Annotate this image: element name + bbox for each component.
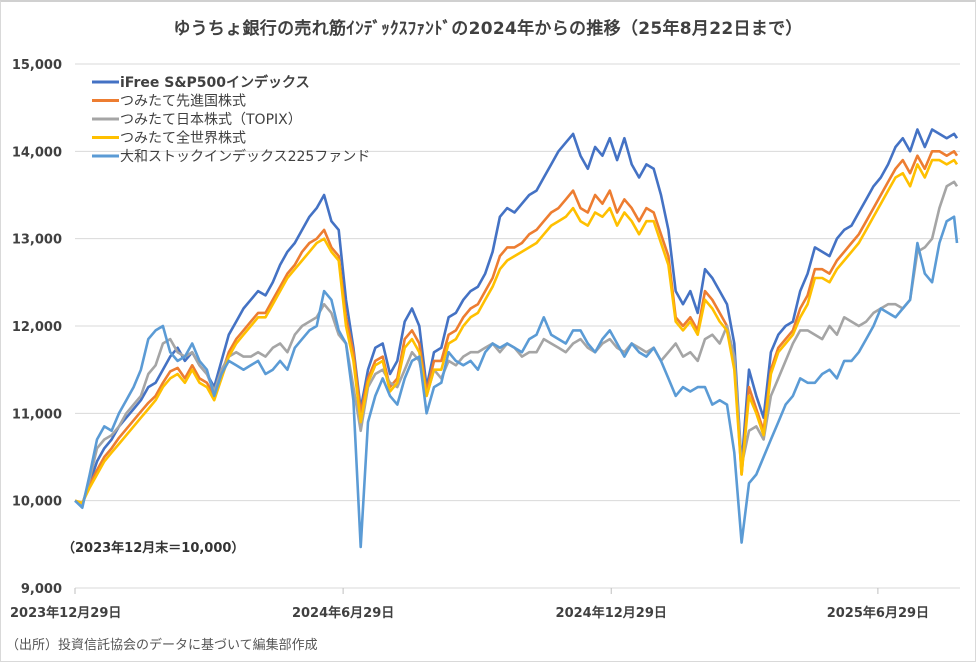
legend-label: つみたて日本株式（TOPIX） [120,112,302,128]
legend-label: つみたて全世界株式 [120,130,246,147]
chart-title: ゆうちょ銀行の売れ筋ｲﾝﾃﾞｯｸｽﾌｧﾝﾄﾞの2024年からの推移（25年8月2… [173,19,803,39]
legend-label: 大和ストックインデックス225ファンド [120,148,370,165]
series-line [74,128,959,506]
x-tick-label: 2025年6月29日 [827,605,929,621]
x-tick-label: 2024年6月29日 [292,605,394,621]
x-axis: 2023年12月29日 2024年6月29日 2024年12月29日 2025年6月2… [10,588,929,621]
legend: iFree S&P500インデックスつみたて先進国株式つみたて日本株式（TOPI… [92,74,370,165]
baseline-annotation: （2023年12月末＝10,000） [62,541,245,556]
series-lines [74,128,959,549]
x-tick-label: 2024年12月29日 [556,605,667,621]
source-note: （出所）投資信託協会のデータに基づいて編集部作成 [6,638,318,653]
series-line [74,150,959,505]
y-tick-label: 14,000 [12,145,62,160]
series-line [74,215,959,549]
y-tick-label: 10,000 [12,495,62,510]
y-tick-label: 15,000 [12,58,62,73]
legend-label: iFree S&P500インデックス [120,74,310,91]
gridlines [75,63,960,589]
series-line [74,158,959,505]
y-tick-label: 13,000 [12,233,62,248]
y-axis-ticks: 9,000 10,000 11,000 12,000 13,000 14,000 15,00… [12,58,62,597]
y-tick-label: 11,000 [12,407,62,422]
y-tick-label: 12,000 [12,320,62,335]
x-tick-label: 2023年12月29日 [10,605,121,621]
legend-label: つみたて先進国株式 [120,94,246,110]
y-tick-label: 9,000 [21,582,62,597]
series-line [74,180,959,507]
